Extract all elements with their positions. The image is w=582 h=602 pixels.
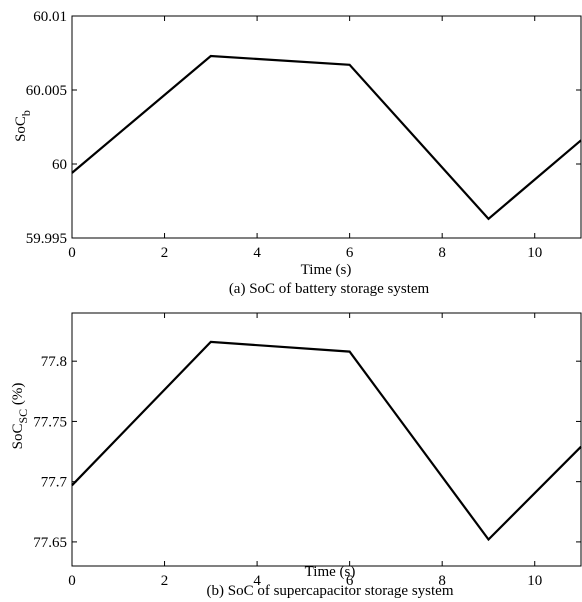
y-axis-ticks: 59.995 60 60.005 60.01	[26, 9, 581, 247]
y-axis-label: SoCb	[13, 110, 33, 142]
x-tick-label: 8	[438, 245, 446, 261]
x-tick-label: 0	[68, 573, 76, 589]
supercapacitor-soc-chart: 77.65 77.7 77.75 77.8 0 2 4 6 8 10 Time (s) SoCS…	[10, 312, 582, 599]
x-axis-ticks: 0 2 4 6 8 10	[68, 313, 542, 589]
x-tick-label: 4	[253, 573, 261, 589]
y-axis-label-suffix: (%)	[10, 383, 26, 409]
x-tick-label: 6	[346, 245, 354, 261]
x-axis-label: Time (s)	[301, 262, 352, 278]
x-axis-label: Time (s)	[305, 564, 356, 580]
x-tick-label: 6	[346, 573, 354, 589]
y-axis-label-subscript: b	[19, 110, 33, 116]
y-tick-label: 59.995	[26, 231, 67, 247]
y-tick-label: 60.01	[33, 9, 67, 25]
y-tick-label: 77.65	[33, 535, 67, 551]
battery-soc-chart: 59.995 60 60.005 60.01 0 2 4 6 8 10 Time (s) SoC…	[13, 9, 582, 297]
y-tick-label: 77.8	[41, 354, 67, 370]
y-tick-label: 77.7	[41, 475, 68, 491]
x-tick-label: 0	[68, 245, 76, 261]
plot-frame	[71, 15, 582, 239]
x-axis-ticks: 0 2 4 6 8 10	[68, 16, 542, 261]
x-tick-label: 10	[527, 245, 542, 261]
chart-caption: (a) SoC of battery storage system	[229, 281, 430, 297]
series-line	[71, 54, 582, 221]
x-tick-label: 2	[161, 245, 169, 261]
y-axis-label-base: SoC	[13, 116, 29, 142]
y-axis-label: SoCSC (%)	[10, 383, 30, 450]
plot-frame	[71, 312, 582, 567]
x-tick-label: 2	[161, 573, 169, 589]
x-tick-label: 10	[527, 573, 542, 589]
y-axis-ticks: 77.65 77.7 77.75 77.8	[33, 354, 581, 551]
y-axis-label-subscript: SC	[16, 409, 30, 424]
series-line	[71, 340, 582, 542]
y-tick-label: 77.75	[33, 414, 67, 430]
series-group	[71, 340, 582, 542]
y-tick-label: 60	[52, 157, 67, 173]
y-tick-label: 60.005	[26, 83, 67, 99]
series-group	[71, 54, 582, 221]
x-tick-label: 4	[253, 245, 261, 261]
x-tick-label: 8	[438, 573, 446, 589]
y-axis-label-base: SoC	[10, 424, 26, 450]
chart-caption: (b) SoC of supercapacitor storage system	[206, 583, 453, 599]
